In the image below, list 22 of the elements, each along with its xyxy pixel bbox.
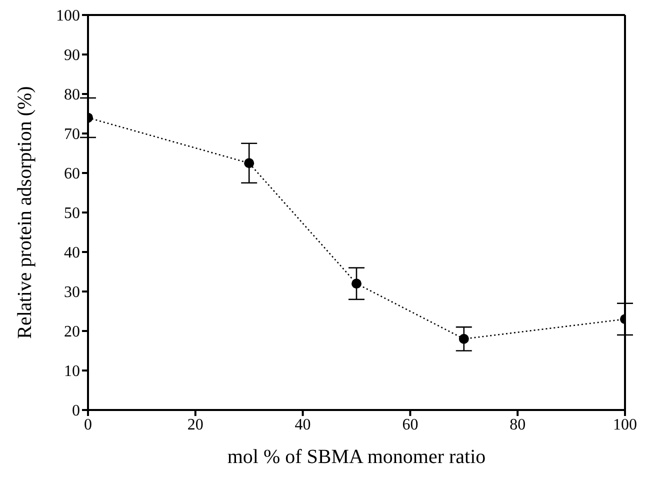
y-tick-label: 90	[64, 47, 80, 64]
y-tick-label: 50	[64, 205, 80, 222]
y-tick-label: 10	[64, 363, 80, 380]
y-tick-label: 70	[64, 126, 80, 144]
y-tick-label: 80	[64, 86, 80, 104]
x-tick-label: 60	[402, 416, 418, 434]
y-tick-label: 20	[64, 324, 80, 341]
y-tick-label: 30	[64, 284, 80, 302]
x-tick-label: 80	[510, 416, 526, 434]
x-axis-title: mol % of SBMA monomer ratio	[227, 446, 486, 468]
y-tick-label: 40	[64, 244, 80, 262]
y-tick-label: 60	[64, 166, 80, 183]
point	[244, 158, 254, 168]
point	[458, 334, 469, 344]
y-tick-label: 100	[56, 8, 80, 25]
y-axis-title: Relative protein adsorption (%)	[14, 86, 36, 339]
x-tick-label: 0	[84, 416, 92, 434]
x-tick-label: 20	[187, 416, 204, 434]
y-tick-label: 0	[72, 402, 80, 420]
x-tick-label: 40	[294, 416, 311, 434]
point	[352, 278, 362, 289]
x-tick-label: 100	[613, 416, 637, 434]
